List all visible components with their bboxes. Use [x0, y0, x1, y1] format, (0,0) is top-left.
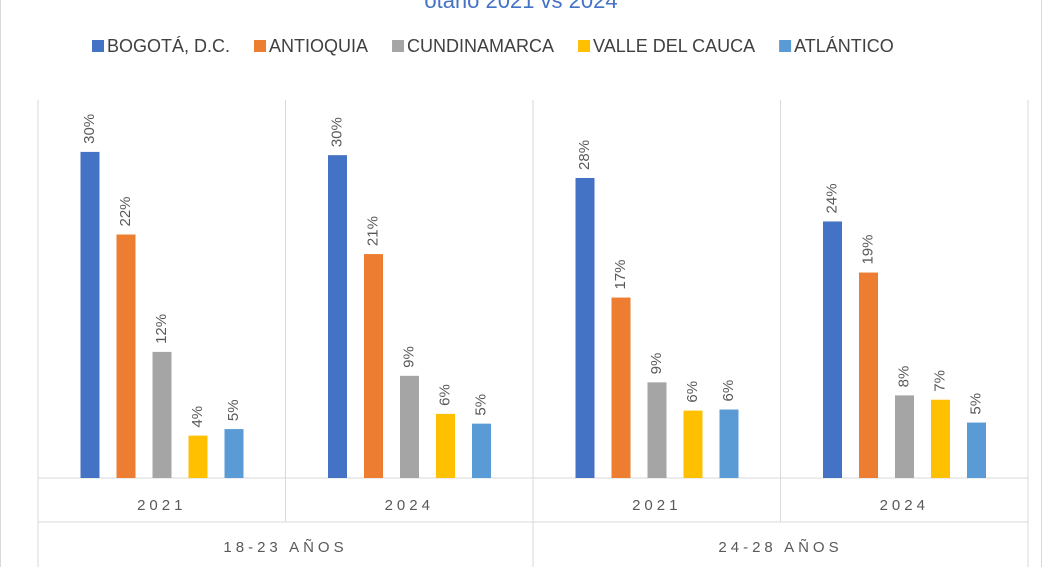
x-tick-label: 2024: [880, 497, 929, 514]
bar: [967, 422, 986, 478]
legend-label: BOGOTÁ, D.C.: [107, 36, 230, 56]
bar: [472, 423, 491, 478]
bar: [188, 435, 208, 478]
bar: [152, 351, 172, 478]
legend-label: VALLE DEL CAUCA: [593, 36, 755, 56]
bar: [224, 429, 244, 478]
bar: [116, 234, 136, 478]
bar: [931, 399, 950, 478]
data-label: 6%: [436, 384, 453, 406]
data-label: 21%: [364, 216, 381, 246]
bar: [364, 254, 383, 478]
legend-label: ATLÁNTICO: [794, 36, 894, 56]
bar: [859, 272, 878, 478]
bar: [400, 375, 419, 478]
x-tick-label: 2024: [385, 497, 434, 514]
legend-label: ANTIOQUIA: [269, 36, 368, 56]
data-label: 5%: [472, 394, 489, 416]
bar: [647, 382, 667, 478]
data-label: 9%: [648, 353, 665, 375]
data-label: 30%: [81, 114, 98, 144]
bar: [328, 155, 347, 478]
data-label: 17%: [612, 260, 629, 290]
data-label: 8%: [895, 366, 912, 388]
bar: [575, 177, 595, 478]
data-label: 22%: [117, 196, 134, 226]
legend-swatch: [254, 40, 267, 52]
legend-swatch: [392, 40, 405, 52]
bar: [683, 410, 703, 478]
chart-title: otario 2021 vs 2024: [424, 0, 617, 13]
bar: [80, 151, 100, 478]
data-label: 30%: [328, 117, 345, 147]
data-label: 9%: [400, 346, 417, 368]
legend-swatch: [578, 40, 591, 52]
bar: [719, 409, 739, 478]
data-label: 5%: [225, 399, 242, 421]
data-label: 5%: [967, 393, 984, 415]
data-label: 28%: [576, 140, 593, 170]
data-label: 24%: [823, 183, 840, 213]
group-label: 24-28 AÑOS: [718, 539, 842, 556]
data-label: 19%: [859, 235, 876, 265]
data-label: 6%: [684, 381, 701, 403]
legend-swatch: [92, 40, 104, 52]
data-label: 6%: [720, 380, 737, 402]
data-label: 4%: [189, 406, 206, 428]
data-label: 12%: [153, 314, 170, 344]
legend-swatch: [779, 40, 792, 52]
data-label: 7%: [931, 370, 948, 392]
bar: [823, 221, 842, 478]
group-label: 18-23 AÑOS: [223, 539, 347, 556]
legend-label: CUNDINAMARCA: [407, 36, 554, 56]
x-tick-label: 2021: [632, 497, 681, 514]
bar: [436, 413, 455, 478]
bar: [895, 395, 914, 478]
x-tick-label: 2021: [137, 497, 186, 514]
bar: [611, 297, 631, 478]
